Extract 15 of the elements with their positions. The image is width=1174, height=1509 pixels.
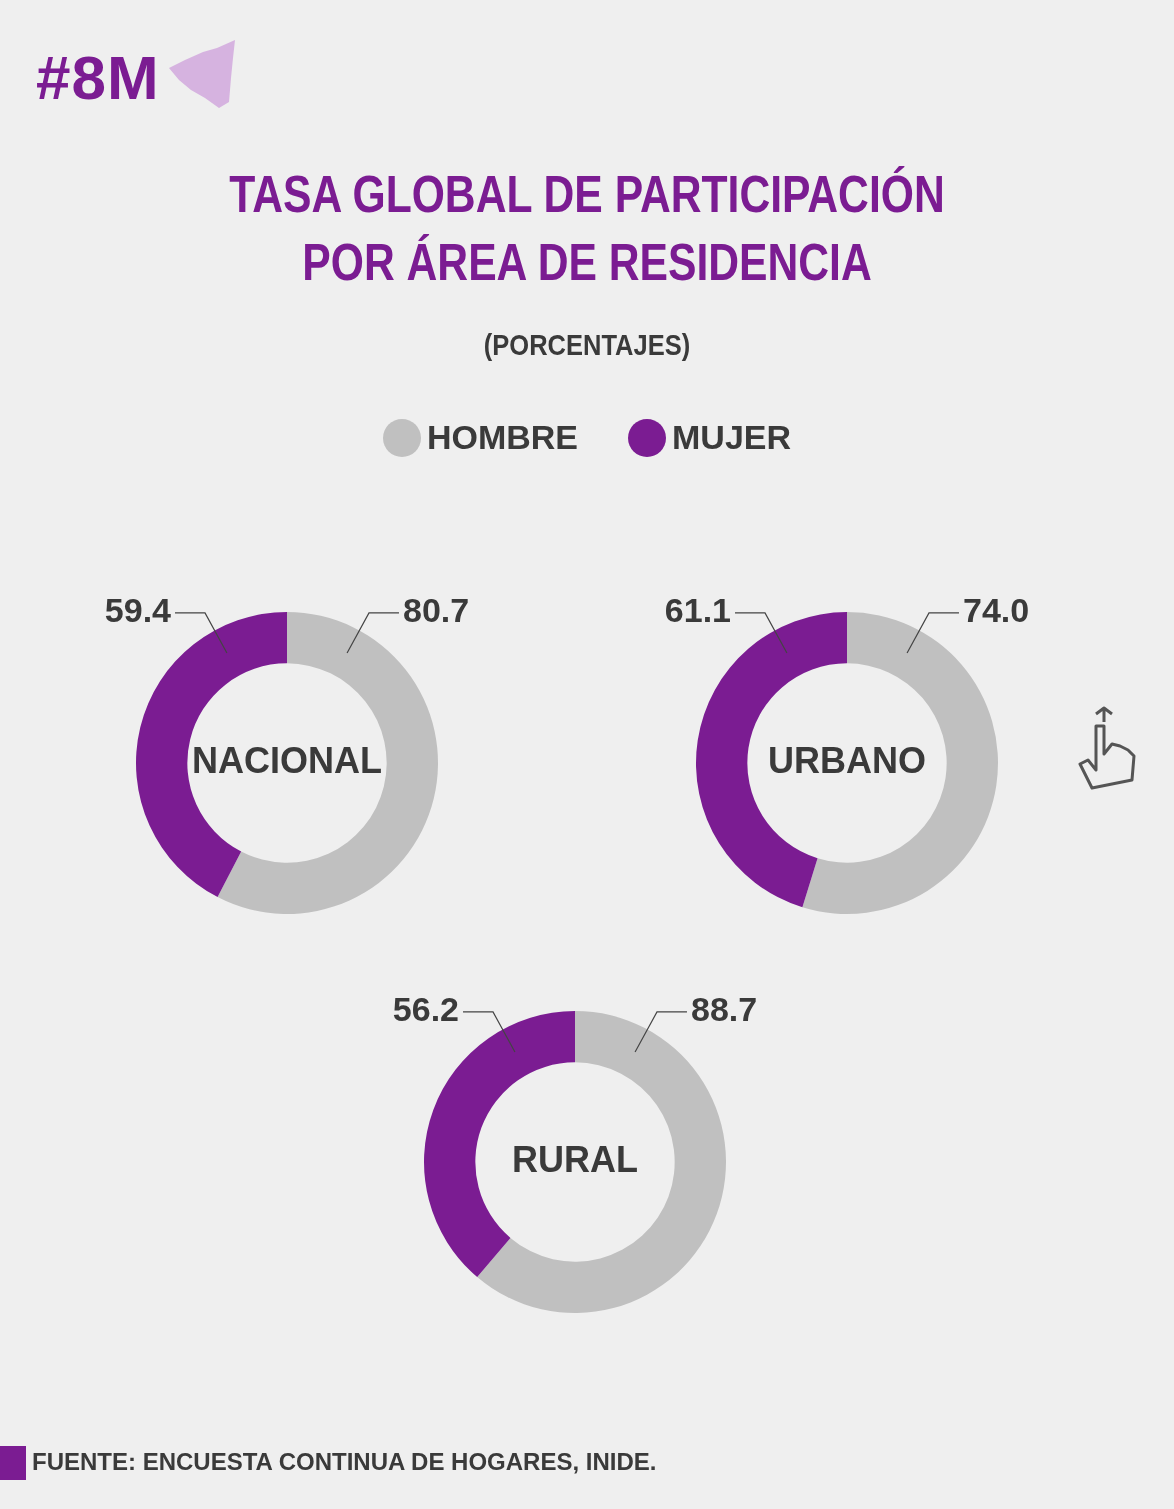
text: NACIONAL [192,739,382,781]
data-label: 56.2 [392,990,460,1029]
data-label: 88.7 [690,990,758,1029]
text: RURAL [512,1138,638,1180]
source-note: FUENTE: ENCUESTA CONTINUA DE HOGARES, INIDE. [32,1448,657,1476]
legend-label: HOMBRE [426,418,579,457]
legend-label: MUJER [672,418,792,457]
data-label: 61.1 [664,591,732,630]
text: #8M [36,42,160,113]
chart-title: TASA GLOBAL DE PARTICIPACIÓN POR ÁREA DE RESIDENCIA [228,164,946,293]
data-label: 74.0 [962,591,1030,630]
data-label: 59.4 [104,591,172,630]
text: URBANO [768,739,926,781]
chart-subtitle: (PORCENTAJES) [482,328,692,362]
data-label: 80.7 [402,591,470,630]
